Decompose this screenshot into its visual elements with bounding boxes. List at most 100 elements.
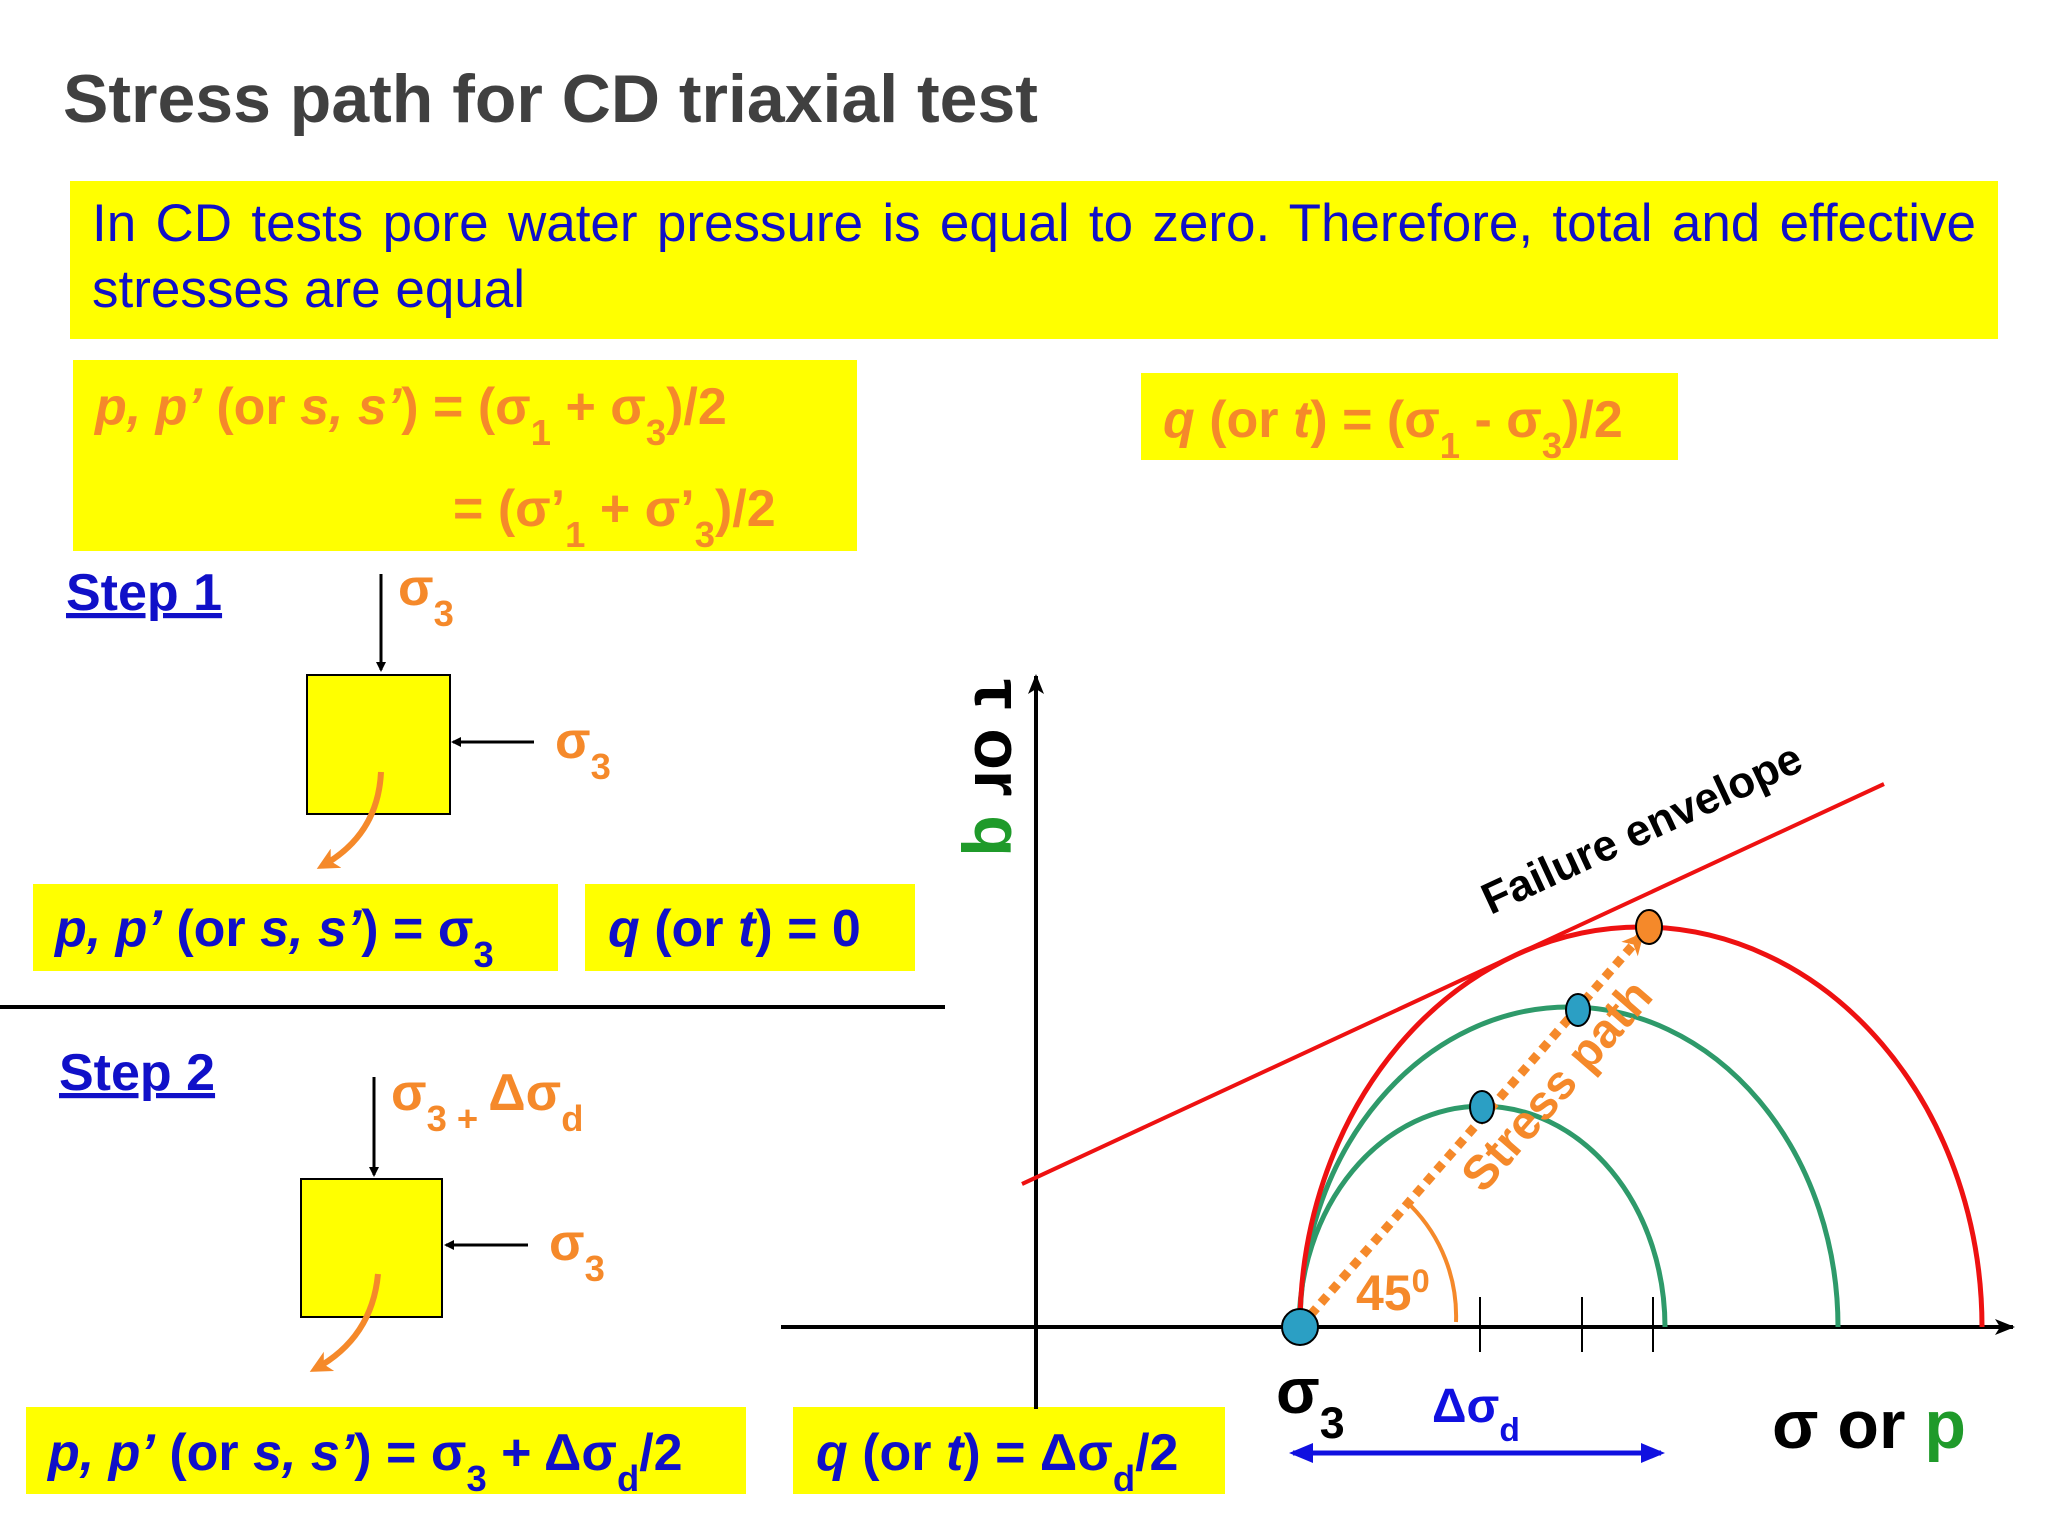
formula: p, p’ (or s, s’) = σ3 + Δσd/2	[46, 1424, 683, 1499]
text-run: 3	[695, 514, 715, 555]
text-run: 0	[1412, 1263, 1430, 1299]
text-run: (or	[848, 1424, 946, 1482]
text-run: 3	[434, 593, 454, 634]
text-run: q	[1163, 391, 1195, 449]
text-run: - σ	[1460, 391, 1542, 449]
formula-box	[73, 360, 857, 551]
text-run: + σ’	[585, 480, 694, 538]
text-run: ) = Δσ	[963, 1424, 1113, 1482]
formula: q (or t) = 0	[608, 900, 861, 958]
text-run: τ or	[960, 679, 1036, 815]
text-run: )/2	[715, 480, 776, 538]
text-run: (or	[1195, 391, 1293, 449]
text-run: 45	[1356, 1265, 1412, 1321]
text-run: σ	[398, 559, 434, 617]
text-run: t	[1293, 391, 1313, 449]
text-run: σ	[391, 1064, 427, 1122]
text-run: s, s’	[253, 1424, 356, 1482]
delta-label: Δσd	[1432, 1380, 1520, 1449]
text-run: ) = 0	[755, 900, 861, 958]
text-run: q	[960, 815, 1036, 857]
formula: q (or t) = (σ1 - σ3)/2	[1163, 391, 1623, 466]
text-run: p, p’	[93, 378, 203, 436]
text-run: (or	[202, 378, 300, 436]
step-label: Step 1	[66, 564, 222, 622]
text-run: d	[1113, 1458, 1135, 1499]
text-run: ) = σ	[354, 1424, 466, 1482]
text-run: 1	[1440, 425, 1460, 466]
text-run: d	[617, 1458, 639, 1499]
text-run: t	[946, 1424, 966, 1482]
text-run: 3	[1542, 425, 1562, 466]
specimen	[300, 1178, 443, 1318]
text-run: /2	[639, 1424, 682, 1482]
text-run: σ	[1276, 1355, 1320, 1427]
stress-point	[1635, 909, 1663, 945]
text-run: s, s’	[300, 378, 403, 436]
text-run: p, p’	[46, 1424, 156, 1482]
text-run: σ	[549, 1214, 585, 1272]
curved-arrow	[309, 1273, 381, 1372]
title: Stress path for CD triaxial test	[63, 61, 1038, 137]
text-run: 3	[1320, 1398, 1345, 1448]
formula: p, p’ (or s, s’) = σ3	[53, 900, 494, 975]
text-run: Δσ	[488, 1064, 561, 1122]
text-run: q	[816, 1424, 848, 1482]
stress-path	[1296, 932, 1644, 1330]
step-label: Step 2	[59, 1044, 215, 1102]
text-run: s, s’	[260, 900, 363, 958]
stress-point	[1281, 1308, 1319, 1346]
stress-path-label: Stress path	[1452, 970, 1664, 1202]
text-run: /2	[1135, 1424, 1178, 1482]
text-run: )/2	[666, 378, 727, 436]
text-run: 3 +	[427, 1098, 489, 1139]
text-run: d	[561, 1098, 583, 1139]
text-run: σ	[555, 712, 591, 770]
stress-point	[1469, 1090, 1495, 1124]
load-label: σ3 + Δσd	[391, 1064, 583, 1139]
text-run: 3	[591, 746, 611, 787]
stress-point	[1565, 993, 1591, 1027]
text-run: + Δσ	[487, 1424, 617, 1482]
text-run: 3	[473, 934, 493, 975]
text-run: p	[1924, 1387, 1966, 1463]
text-run: ) = σ	[361, 900, 473, 958]
text-run: )/2	[1562, 391, 1623, 449]
text-run: ) = (σ	[401, 378, 530, 436]
text-run: σ or	[1772, 1387, 1924, 1463]
load-label: σ3	[549, 1214, 605, 1289]
formula-box	[1141, 373, 1678, 460]
formula-box	[585, 884, 915, 971]
text-run: 3	[585, 1248, 605, 1289]
sigma3-label: σ3	[1276, 1355, 1345, 1448]
formula: p, p’ (or s, s’) = (σ1 + σ3)/2	[93, 378, 727, 453]
formula-box	[26, 1407, 746, 1494]
text-run: 3	[646, 412, 666, 453]
angle-arc	[1409, 1204, 1459, 1323]
formula: = (σ’1 + σ’3)/2	[453, 480, 776, 555]
text-run: + σ	[551, 378, 646, 436]
axis-label: σ or p	[1772, 1387, 1966, 1463]
text-run: 1	[531, 412, 551, 453]
formula-box	[793, 1407, 1225, 1494]
text-run: q	[608, 900, 640, 958]
text-run: ) = (σ	[1310, 391, 1439, 449]
text-run: 1	[565, 514, 585, 555]
angle-label: 450	[1356, 1263, 1430, 1321]
load-label: σ3	[555, 712, 611, 787]
text-run: t	[738, 900, 758, 958]
text-run: (or	[640, 900, 738, 958]
axis-label: τ or q	[960, 679, 1036, 857]
load-label: σ3	[398, 559, 454, 634]
text-run: p, p’	[53, 900, 163, 958]
text-run: Δσ	[1432, 1380, 1499, 1433]
text-run: 3	[466, 1458, 486, 1499]
note: In CD tests pore water pressure is equal…	[70, 181, 1998, 339]
curved-arrow	[316, 771, 384, 869]
text-run: d	[1499, 1412, 1520, 1449]
formula: q (or t) = Δσd/2	[816, 1424, 1178, 1499]
text-run: (or	[155, 1424, 253, 1482]
text-run: = (σ’	[453, 480, 565, 538]
formula-box	[33, 884, 558, 971]
